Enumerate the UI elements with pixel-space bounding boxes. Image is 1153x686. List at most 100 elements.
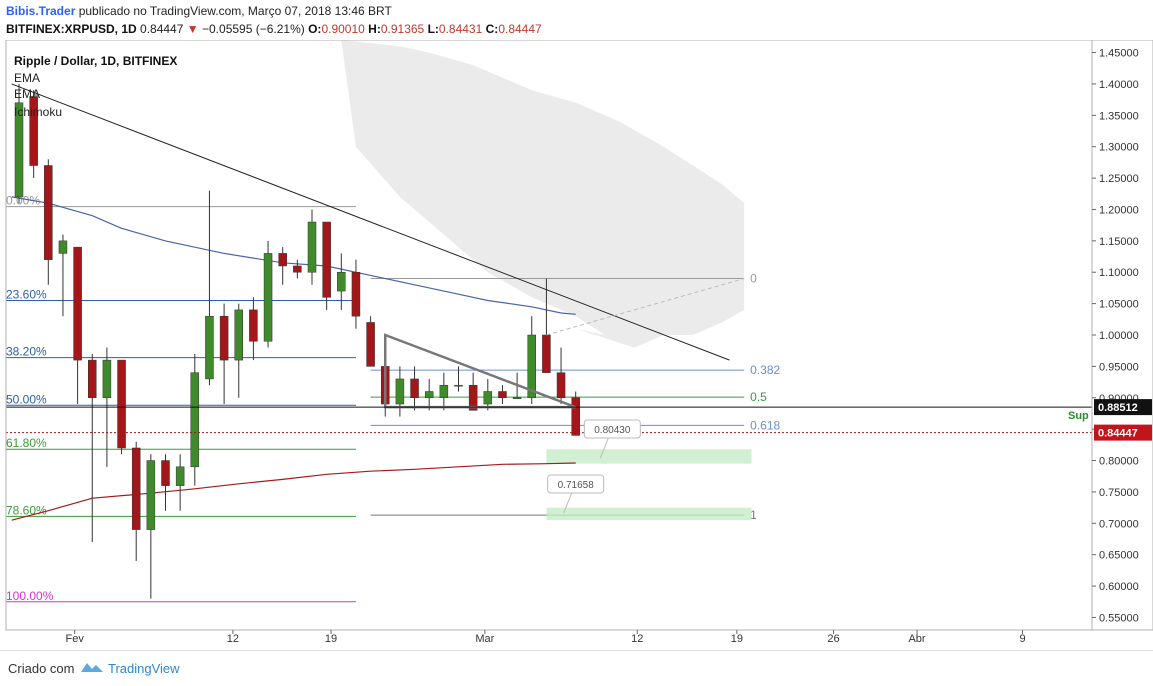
y-tick-label-16: 0.65000 bbox=[1099, 550, 1139, 562]
candle-18[interactable] bbox=[278, 253, 287, 267]
candle-9[interactable] bbox=[146, 460, 156, 530]
candle-36[interactable] bbox=[542, 334, 551, 373]
published-text: publicado no TradingView.com, Março 07, … bbox=[78, 4, 392, 18]
tradingview-brand[interactable]: TradingView bbox=[108, 661, 180, 676]
tradingview-logo-icon[interactable] bbox=[80, 659, 104, 675]
legend-item-ema-2[interactable]: EMA bbox=[14, 87, 40, 101]
candle-19[interactable] bbox=[293, 265, 302, 273]
publish-line: Bibis.Trader publicado no TradingView.co… bbox=[6, 4, 392, 18]
candle-23[interactable] bbox=[351, 271, 361, 317]
callout-pointer-1 bbox=[563, 492, 573, 514]
callout-text-1: 0.71658 bbox=[558, 480, 595, 491]
candle-7[interactable] bbox=[117, 359, 126, 449]
fib-right-label-1: 0.382 bbox=[750, 363, 780, 377]
candle-30[interactable] bbox=[454, 384, 463, 387]
candle-27[interactable] bbox=[410, 378, 419, 399]
y-tick-label-3: 1.30000 bbox=[1099, 142, 1139, 154]
chart-canvas[interactable]: 0.00%23.60%38.20%50.00%61.80%78.60%100.0… bbox=[0, 40, 1153, 650]
open-label: O: bbox=[308, 22, 322, 36]
callout-box-0[interactable] bbox=[583, 419, 641, 439]
fib-left-label-2: 38.20% bbox=[6, 345, 47, 359]
down-arrow-icon: ▼ bbox=[186, 22, 199, 36]
x-tick-label-3: Mar bbox=[475, 633, 494, 645]
author-name[interactable]: Bibis.Trader bbox=[6, 4, 76, 18]
y-tick-label-18: 0.55000 bbox=[1099, 612, 1139, 624]
y-tick-label-9: 1.00000 bbox=[1099, 330, 1139, 342]
fib-right-label-2: 0.5 bbox=[750, 390, 767, 404]
candle-35[interactable] bbox=[527, 334, 536, 399]
candle-34[interactable] bbox=[512, 397, 522, 400]
target-box-0[interactable] bbox=[546, 449, 752, 464]
candle-31[interactable] bbox=[468, 384, 478, 411]
fib-right-label-0: 0 bbox=[750, 272, 757, 286]
close-value: 0.84447 bbox=[498, 22, 542, 36]
last-price: 0.84447 bbox=[140, 22, 184, 36]
x-tick-label-4: 12 bbox=[631, 633, 643, 645]
candle-15[interactable] bbox=[234, 309, 243, 361]
candle-3[interactable] bbox=[58, 240, 68, 254]
callout-box-1[interactable] bbox=[547, 474, 605, 494]
high-label: H: bbox=[368, 22, 381, 36]
price-chart[interactable]: 0.00% 23.60% 38.20% 50.00% 61.80% 78.60% 100.0… bbox=[0, 40, 1153, 650]
projection-line bbox=[546, 278, 745, 336]
candle-14[interactable] bbox=[219, 315, 229, 361]
candle-37[interactable] bbox=[556, 372, 566, 399]
fib-left-label-3: 50.00% bbox=[6, 392, 47, 406]
candle-24[interactable] bbox=[366, 322, 375, 367]
candle-29[interactable] bbox=[439, 384, 449, 399]
candle-17[interactable] bbox=[263, 253, 273, 342]
close-label: C: bbox=[485, 22, 499, 36]
fib-left-label-6: 100.00% bbox=[6, 589, 54, 603]
legend-item-ichimoku[interactable]: Ichimoku bbox=[14, 105, 62, 119]
target-box-1[interactable] bbox=[546, 507, 752, 521]
y-tick-label-4: 1.25000 bbox=[1099, 173, 1139, 185]
ema-slow-line[interactable] bbox=[11, 462, 576, 521]
high-value: 0.91365 bbox=[380, 22, 425, 36]
candle-32[interactable] bbox=[483, 391, 493, 405]
candle-8[interactable] bbox=[131, 447, 141, 530]
y-tick-label-13: 0.80000 bbox=[1099, 456, 1139, 468]
price-change: −0.05595 (−6.21%) bbox=[202, 22, 305, 36]
current-price-text: 0.84447 bbox=[1098, 428, 1138, 440]
candle-38[interactable] bbox=[571, 397, 580, 436]
candle-2[interactable] bbox=[44, 165, 53, 260]
fib-left-label-1: 23.60% bbox=[6, 287, 47, 301]
x-tick-label-7: Abr bbox=[908, 633, 925, 645]
x-tick-label-5: 19 bbox=[731, 633, 743, 645]
y-tick-label-15: 0.70000 bbox=[1099, 518, 1139, 530]
descending-trendline[interactable] bbox=[11, 83, 730, 361]
x-tick-label-0: Fev bbox=[65, 633, 84, 645]
candle-1[interactable] bbox=[29, 96, 38, 166]
x-tick-label-6: 26 bbox=[827, 633, 839, 645]
candle-22[interactable] bbox=[337, 271, 346, 292]
candle-33[interactable] bbox=[498, 391, 507, 399]
y-tick-label-17: 0.60000 bbox=[1099, 581, 1139, 593]
open-value: 0.90010 bbox=[321, 22, 365, 36]
candle-20[interactable] bbox=[307, 221, 317, 273]
candle-6[interactable] bbox=[102, 359, 112, 399]
low-label: L: bbox=[427, 22, 439, 36]
y-tick-label-6: 1.15000 bbox=[1099, 236, 1139, 248]
candle-11[interactable] bbox=[175, 466, 185, 486]
legend-item-ema-1[interactable]: EMA bbox=[14, 71, 40, 85]
callout-text-0: 0.80430 bbox=[594, 425, 631, 436]
candle-5[interactable] bbox=[88, 359, 97, 399]
candle-10[interactable] bbox=[161, 460, 170, 486]
candle-28[interactable] bbox=[424, 391, 434, 399]
candle-21[interactable] bbox=[322, 221, 331, 298]
price-axis[interactable] bbox=[1091, 40, 1153, 631]
candle-26[interactable] bbox=[395, 378, 405, 405]
support-price-tag bbox=[1094, 399, 1152, 416]
ohlc-line: BITFINEX:XRPUSD, 1D 0.84447 ▼ −0.05595 (… bbox=[6, 22, 542, 36]
candle-13[interactable] bbox=[205, 315, 214, 380]
candle-16[interactable] bbox=[249, 309, 258, 342]
y-tick-label-8: 1.05000 bbox=[1099, 299, 1139, 311]
y-tick-label-10: 0.95000 bbox=[1099, 361, 1139, 373]
criado-com-text: Criado com bbox=[8, 661, 75, 676]
current-price-tag bbox=[1094, 424, 1152, 441]
candle-12[interactable] bbox=[190, 372, 200, 468]
candle-4[interactable] bbox=[73, 246, 82, 361]
fib-right-label-4: 1 bbox=[750, 508, 757, 522]
y-tick-label-14: 0.75000 bbox=[1099, 487, 1139, 499]
candle-0[interactable] bbox=[14, 102, 24, 198]
